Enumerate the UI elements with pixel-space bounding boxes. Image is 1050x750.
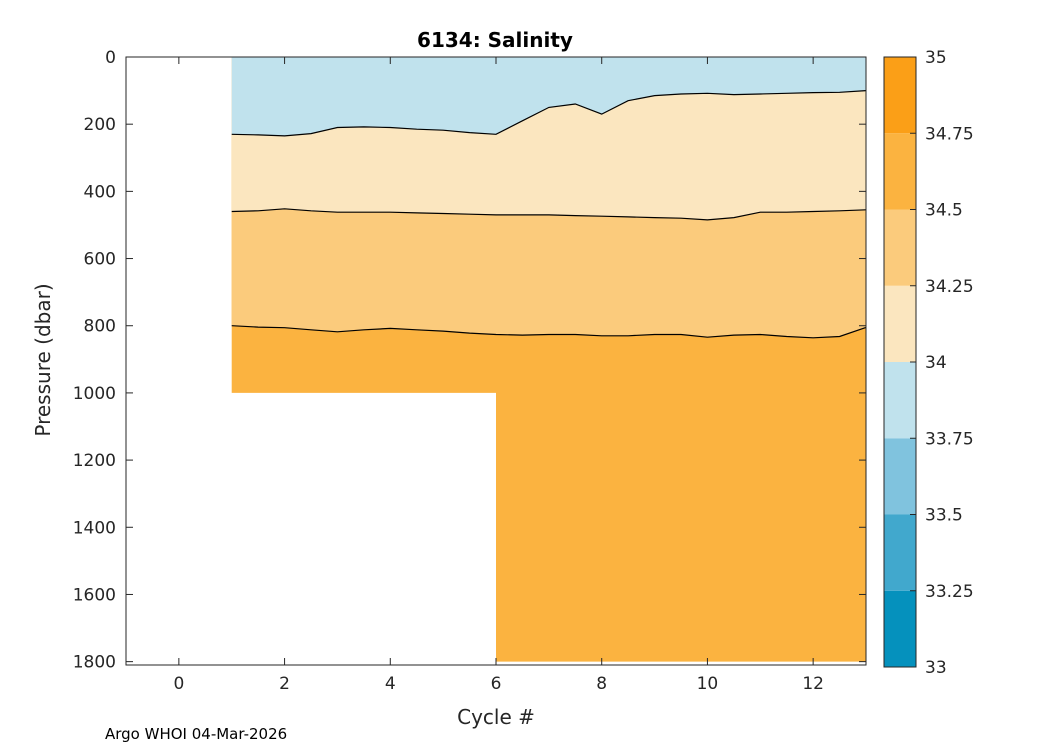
x-tick-label: 6: [491, 674, 502, 694]
contour-line-34: [231, 90, 867, 137]
colorbar-tick-label: 34.75: [925, 124, 974, 144]
colorbar-segment: [884, 590, 916, 667]
colorbar-segment: [884, 362, 916, 439]
y-tick-label: 1000: [73, 384, 116, 404]
y-tick-label: 1200: [73, 451, 116, 471]
colorbar-tick-label: 33.75: [925, 429, 974, 449]
x-tick-label: 10: [697, 674, 719, 694]
colorbar-segment: [884, 209, 916, 286]
footer-credit: Argo WHOI 04-Mar-2026: [105, 725, 288, 743]
contour-line-34.25: [231, 208, 867, 221]
y-tick-label: 1800: [73, 653, 116, 673]
colorbar-tick-label: 33: [925, 658, 947, 678]
layer-fresh-33.75-34: [231, 57, 866, 136]
y-tick-label: 600: [84, 250, 116, 270]
colorbar-tick-label: 34.5: [925, 201, 963, 221]
colorbar-segment: [884, 57, 916, 134]
colorbar-tick-label: 33.5: [925, 506, 963, 526]
contour-line-34.5: [231, 325, 867, 339]
x-tick-label: 12: [802, 674, 824, 694]
y-tick-label: 1400: [73, 518, 116, 538]
y-tick-label: 800: [84, 317, 116, 337]
x-axis: 0 2 4 6 8 10 12: [173, 57, 824, 694]
contour-lines: [231, 90, 867, 339]
x-tick-label: 8: [596, 674, 607, 694]
y-tick-label: 200: [84, 115, 116, 135]
y-axis: 0 200 400 600 800 1000 1200 1400 1600 1800: [73, 48, 866, 673]
y-tick-label: 0: [105, 48, 116, 68]
colorbar-tick-label: 34: [925, 353, 947, 373]
colorbar-tick-label: 33.25: [925, 582, 974, 602]
y-axis-title: Pressure (dbar): [31, 283, 55, 436]
x-tick-label: 4: [385, 674, 396, 694]
colorbar-segment: [884, 438, 916, 515]
plot-layers: [231, 57, 866, 662]
y-tick-label: 1600: [73, 585, 116, 605]
chart-title: 6134: Salinity: [417, 28, 573, 52]
colorbar: 33 33.25 33.5 33.75 34 34.25 34.5 34.75 35: [883, 48, 974, 678]
colorbar-tick-label: 34.25: [925, 277, 974, 297]
colorbar-segment: [884, 133, 916, 210]
colorbar-segment: [884, 514, 916, 591]
x-axis-title: Cycle #: [457, 705, 535, 729]
x-tick-label: 0: [173, 674, 184, 694]
x-tick-label: 2: [279, 674, 290, 694]
colorbar-tick-label: 35: [925, 48, 947, 68]
y-tick-label: 400: [84, 182, 116, 202]
colorbar-segment: [884, 285, 916, 362]
